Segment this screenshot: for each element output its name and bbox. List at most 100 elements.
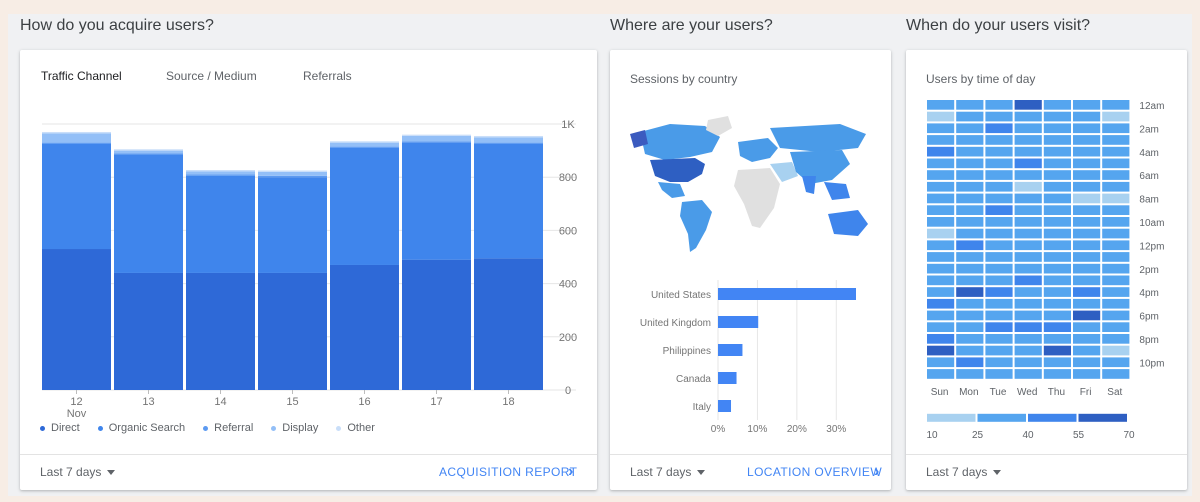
bar-segment-other <box>330 141 399 143</box>
scale-swatch <box>1078 413 1127 422</box>
heatmap-cell <box>1043 111 1071 122</box>
caret-down-icon <box>107 470 116 476</box>
date-range-dropdown[interactable]: Last 7 days <box>40 465 116 479</box>
heatmap-cell <box>1073 263 1101 274</box>
scale-swatch <box>927 413 976 422</box>
legend-label: Referral <box>214 422 254 434</box>
y-tick-label: 800 <box>559 172 577 184</box>
legend-label: Other <box>347 422 375 434</box>
scale-label: 25 <box>972 430 984 441</box>
tab-referrals[interactable]: Referrals <box>303 69 352 83</box>
heatmap-cell <box>1073 334 1101 344</box>
y-tick-label: 600 <box>559 225 577 237</box>
heatmap-cell <box>1014 334 1042 344</box>
heatmap-cell <box>985 170 1013 180</box>
x-tick-label: 12 <box>70 396 82 408</box>
day-label: Sat <box>1107 387 1122 398</box>
chevron-right-icon[interactable]: › <box>874 463 880 480</box>
caret-down-icon <box>993 470 1002 476</box>
heatmap-cell <box>956 310 984 321</box>
caret-down-icon <box>697 470 706 476</box>
heatmap-cell <box>1043 205 1071 215</box>
heatmap-cell <box>1073 345 1101 356</box>
acquisition-report-link[interactable]: ACQUISITION REPORT <box>439 465 578 479</box>
legend-item-other[interactable]: Other <box>336 422 375 434</box>
heatmap-cell <box>1043 135 1071 145</box>
heatmap-cell <box>956 357 984 368</box>
bar-segment-other <box>258 170 327 172</box>
bar-segment-display <box>330 142 399 147</box>
heatmap-cell <box>985 123 1013 134</box>
legend-label: Display <box>282 422 319 434</box>
date-range-label: Last 7 days <box>630 465 692 479</box>
bar-segment-display <box>42 133 111 143</box>
heatmap-cell <box>1073 252 1101 262</box>
heatmap-cell <box>1014 240 1042 251</box>
country-bar <box>718 344 743 356</box>
heatmap-cell <box>927 240 955 251</box>
x-tick-sublabel: Nov <box>67 408 87 420</box>
heatmap-cell <box>1102 287 1130 297</box>
heatmap-cell <box>985 357 1013 368</box>
legend-item-display[interactable]: Display <box>271 422 318 434</box>
heatmap-cell <box>927 298 955 309</box>
heatmap-cell <box>1102 357 1130 368</box>
heatmap-cell <box>1043 170 1071 180</box>
tab-traffic-channel[interactable]: Traffic Channel <box>41 69 122 83</box>
heatmap-cell <box>956 158 984 169</box>
date-range-label: Last 7 days <box>926 465 988 479</box>
heatmap-cell <box>1102 334 1130 344</box>
heatmap-cell <box>985 240 1013 251</box>
heatmap-cell <box>956 369 984 379</box>
heatmap-cell <box>927 146 955 157</box>
location-overview-link[interactable]: LOCATION OVERVIEW <box>747 465 883 479</box>
heatmap-cell <box>956 287 984 297</box>
bar-segment-direct <box>186 272 255 390</box>
bar-segment-referral <box>114 153 183 155</box>
heatmap-cell <box>985 205 1013 215</box>
heatmap-cell <box>1043 123 1071 134</box>
heatmap-cell <box>1073 146 1101 157</box>
legend-item-referral[interactable]: Referral <box>203 422 253 434</box>
heatmap-cell <box>1043 322 1071 332</box>
legend-dot <box>203 425 209 431</box>
legend-item-organic-search[interactable]: Organic Search <box>97 422 185 434</box>
heatmap-cell <box>927 217 955 227</box>
chevron-right-icon[interactable]: › <box>568 463 574 480</box>
date-range-dropdown[interactable]: Last 7 days <box>926 465 1002 479</box>
bar-segment-referral <box>330 146 399 148</box>
heatmap-cell <box>1014 228 1042 239</box>
heatmap-cell <box>927 158 955 169</box>
hour-label: 6pm <box>1139 312 1158 323</box>
heatmap-cell <box>1073 310 1101 321</box>
heatmap-cell <box>1043 298 1071 309</box>
heatmap-cell <box>1014 298 1042 309</box>
timeofday-footer: Last 7 days <box>906 454 1187 490</box>
bar-segment-organic-search <box>402 142 471 260</box>
hour-label: 10am <box>1139 218 1164 229</box>
legend-dot <box>271 425 277 431</box>
acquire-section-title: How do you acquire users? <box>20 17 214 34</box>
day-label: Thu <box>1048 387 1065 398</box>
hour-label: 10pm <box>1139 358 1164 369</box>
heatmap-cell <box>1043 181 1071 192</box>
heatmap-cell <box>1102 100 1130 110</box>
heatmap-cell <box>985 217 1013 227</box>
users-by-time-title: Users by time of day <box>926 72 1036 86</box>
heatmap-cell <box>1102 123 1130 134</box>
bar-segment-display <box>258 171 327 176</box>
legend-item-direct[interactable]: Direct <box>40 422 80 434</box>
x-tick-label: 18 <box>502 396 514 408</box>
date-range-dropdown[interactable]: Last 7 days <box>630 465 706 479</box>
bar-segment-referral <box>474 142 543 144</box>
timeofday-card: Users by time of day 12am 2am 4am 6am 8am 10a… <box>906 50 1187 490</box>
tab-source-medium[interactable]: Source / Medium <box>166 69 257 83</box>
heatmap-cell <box>1043 146 1071 157</box>
heatmap-cell <box>1102 275 1130 286</box>
heatmap-cell <box>985 345 1013 356</box>
heatmap-cell <box>1102 252 1130 262</box>
heatmap-cell <box>1014 263 1042 274</box>
heatmap-cell <box>1102 228 1130 239</box>
heatmap-cell <box>1102 298 1130 309</box>
greenland-shape <box>706 116 732 136</box>
